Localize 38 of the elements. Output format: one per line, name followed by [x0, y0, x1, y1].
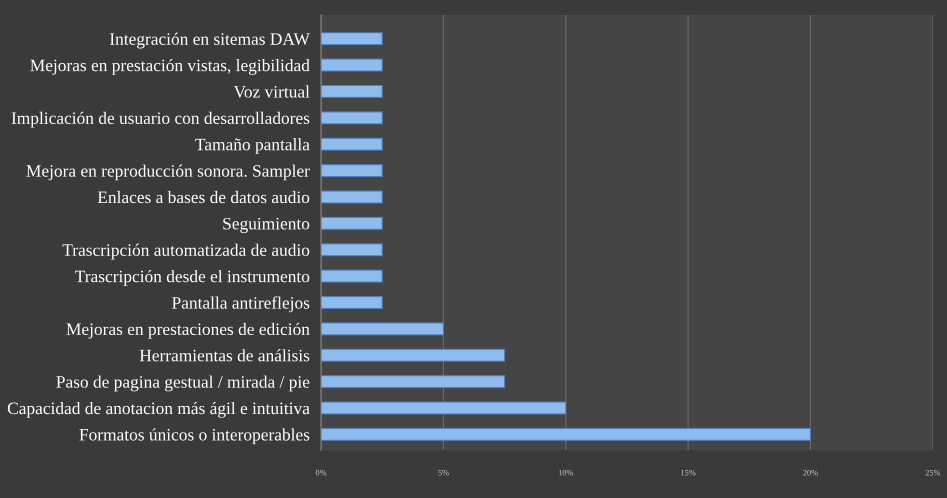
bar [321, 138, 383, 151]
x-tick-label: 5% [438, 470, 449, 476]
y-tick-label: Mejora en reproducción sonora. Sampler [26, 164, 310, 180]
bar [321, 375, 506, 388]
y-tick-label: Paso de pagina gestual / mirada / pie [56, 376, 310, 392]
x-tick-label: 10% [558, 470, 574, 476]
y-tick-label: Mejoras en prestación vistas, legibilidad [30, 59, 310, 75]
bar [321, 296, 383, 309]
bar [321, 190, 383, 204]
bar [321, 32, 383, 46]
bar [321, 401, 566, 414]
y-tick-label: Formatos únicos o interoperables [79, 428, 310, 444]
bar [321, 58, 383, 72]
bar [321, 348, 506, 362]
y-tick-label: Voz virtual [234, 85, 310, 98]
y-tick-label: Pantalla antireflejos [172, 296, 310, 312]
bar [321, 84, 383, 98]
bar [321, 243, 383, 256]
y-tick-label: Enlaces a bases de datos audio [98, 190, 310, 204]
bar [321, 322, 444, 336]
x-tick-label: 25% [926, 470, 940, 476]
y-tick-label: Implicación de usuario con desarrolladores [12, 112, 310, 128]
x-tick-label: 15% [681, 470, 696, 476]
x-tick-label: 0% [316, 470, 326, 476]
y-tick-label: Tamaño pantalla [195, 138, 310, 154]
bar [321, 428, 811, 441]
y-tick-label: Herramientas de análisis [140, 349, 310, 362]
y-tick-label: Trascripción automatizada de audio [62, 244, 310, 260]
x-tick-label: 20% [803, 470, 818, 476]
bar [321, 111, 383, 124]
bar [321, 164, 383, 178]
bar [321, 270, 383, 283]
bar [321, 216, 383, 230]
y-tick-label: Mejoras en prestaciones de edición [66, 322, 310, 339]
y-tick-label: Integración en sitemas DAW [110, 32, 310, 48]
y-tick-label: Capacidad de anotacion más ágil e intuitiva [8, 402, 310, 418]
y-tick-label: Seguimiento [223, 218, 310, 234]
y-tick-label: Trascripción desde el instrumento [75, 270, 310, 286]
